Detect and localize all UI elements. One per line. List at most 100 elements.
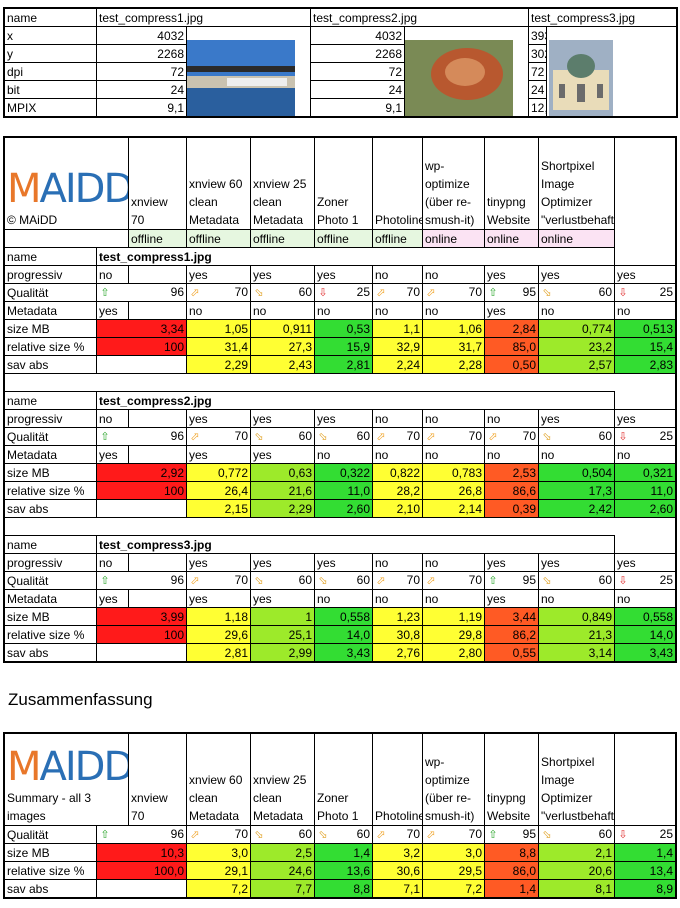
row-label-relative: relative size % [4, 337, 97, 356]
relative-3: 30,8 [372, 625, 423, 644]
relative-1: 25,1 [250, 625, 315, 644]
sum-quality-1: 60 [298, 827, 313, 841]
tool-header-2: xnview 25 clean Metadata [250, 137, 315, 230]
sav-0: 2,81 [186, 643, 251, 662]
metadata-3: no [372, 445, 423, 464]
row-label-size: size MB [4, 319, 97, 338]
logo-cell: MAIDD © MAiDD [4, 137, 129, 230]
tool-header-5: wp-optimize (über re-smush-it) [422, 733, 486, 826]
row-label-metadata: Metadata [4, 445, 97, 464]
quality-1: 60 [298, 285, 312, 299]
progressiv-1: yes [250, 409, 315, 428]
arrow-up-right-icon: ⬀ [376, 829, 386, 841]
sum-size-1: 2,5 [250, 843, 316, 862]
tool-mode-4: offline [372, 229, 423, 248]
metadata-2: no [314, 301, 373, 320]
tool-header-7: Shortpixel Image Optimizer "verlustbehaf… [538, 137, 615, 230]
sum-relative-3: 30,6 [372, 861, 424, 880]
row-label-sav: sav abs [4, 499, 97, 518]
size-0: 1,18 [186, 607, 251, 626]
sum-size-7: 1,4 [614, 843, 676, 862]
progressiv-3: no [372, 409, 423, 428]
relative-3: 32,9 [372, 337, 423, 356]
row-label-quality: Qualität [4, 571, 97, 590]
size-6: 0,849 [538, 607, 615, 626]
relative-4: 26,8 [422, 481, 485, 500]
metadata-6: no [538, 301, 615, 320]
logo-caption: Summary - all 3 images [7, 791, 92, 823]
quality-4: 70 [468, 573, 482, 587]
sav-6: 2,57 [538, 355, 615, 374]
arrow-up-right-icon: ⬀ [376, 287, 386, 299]
sum-quality-cell-1: ⬂ 60 [250, 825, 316, 844]
size-3: 0,822 [372, 463, 423, 482]
quality-cell-7: ⇩ 25 [614, 427, 676, 446]
arrow-up-icon: ⇧ [488, 575, 498, 587]
progressiv-6: yes [538, 409, 615, 428]
sav-5: 0,50 [484, 355, 539, 374]
size-5: 3,44 [484, 607, 539, 626]
tool-header-6: tinypng Website [484, 137, 539, 230]
orig-size: 2,92 [96, 463, 187, 482]
quality-cell-3: ⬀ 70 [372, 571, 423, 590]
arrow-down-right-icon: ⬂ [318, 431, 328, 443]
sum-quality-cell-5: ⇧ 95 [484, 825, 540, 844]
relative-1: 27,3 [250, 337, 315, 356]
metadata-7: no [614, 445, 676, 464]
size-0: 1,05 [186, 319, 251, 338]
tool-mode-7: online [538, 229, 615, 248]
arrow-up-right-icon: ⬀ [190, 431, 200, 443]
sum-sav-4: 7,2 [422, 879, 486, 898]
arrow-down-icon: ⇩ [618, 287, 628, 299]
progressiv-4: no [422, 553, 485, 572]
sum-size-5: 8,8 [484, 843, 540, 862]
test-file-name: test_compress2.jpg [96, 391, 615, 410]
relative-0: 31,4 [186, 337, 251, 356]
row-label-sav: sav abs [4, 643, 97, 662]
sav-7: 2,83 [614, 355, 676, 374]
relative-1: 21,6 [250, 481, 315, 500]
relative-0: 26,4 [186, 481, 251, 500]
relative-5: 86,2 [484, 625, 539, 644]
sav-3: 2,76 [372, 643, 423, 662]
quality-cell-5: ⬀ 70 [484, 427, 539, 446]
row-label-metadata: Metadata [4, 589, 97, 608]
test-file-name: test_compress1.jpg [96, 247, 615, 266]
size-4: 1,19 [422, 607, 485, 626]
tool-mode-3: offline [314, 229, 373, 248]
progressiv-5: yes [484, 553, 539, 572]
sum-quality-cell-0: ⬀ 70 [186, 825, 252, 844]
file2-bit: 24 [310, 80, 405, 99]
size-2: 0,558 [314, 607, 373, 626]
row-label-relative: relative size % [4, 481, 97, 500]
sum-size-4: 3,0 [422, 843, 486, 862]
summary-title: Zusammenfassung [8, 690, 153, 709]
file1-mpix: 9,1 [96, 98, 187, 117]
orig-quality-cell: ⇧ 96 [96, 571, 187, 590]
sum-relative-2: 13,6 [314, 861, 374, 880]
quality-cell-0: ⬀ 70 [186, 571, 251, 590]
file1-bit: 24 [96, 80, 187, 99]
maidd-logo: MAIDD [7, 744, 129, 790]
arrow-down-icon: ⇩ [618, 575, 628, 587]
row-label-sav: sav abs [4, 355, 97, 374]
arrow-up-icon: ⇧ [100, 575, 110, 587]
arrow-down-icon: ⇩ [318, 287, 328, 299]
sum-relative-1: 24,6 [250, 861, 316, 880]
size-7: 0,513 [614, 319, 676, 338]
size-1: 0,911 [250, 319, 315, 338]
sav-5: 0,39 [484, 499, 539, 518]
spacer-row [4, 373, 615, 392]
quality-cell-4: ⬀ 70 [422, 571, 485, 590]
sav-1: 2,29 [250, 499, 315, 518]
quality-cell-6: ⬂ 60 [538, 283, 615, 302]
progressiv-2: yes [314, 409, 373, 428]
relative-7: 15,4 [614, 337, 676, 356]
size-3: 1,1 [372, 319, 423, 338]
sum-relative-4: 29,5 [422, 861, 486, 880]
arrow-down-right-icon: ⬂ [542, 829, 552, 841]
arrow-down-right-icon: ⬂ [254, 287, 264, 299]
sum-quality-7: 25 [659, 827, 673, 841]
arrow-up-right-icon: ⬀ [426, 287, 436, 299]
compression-comparison-table: MAIDD © MAiDD xnview 70 xnview 60 clean Met… [3, 136, 677, 663]
